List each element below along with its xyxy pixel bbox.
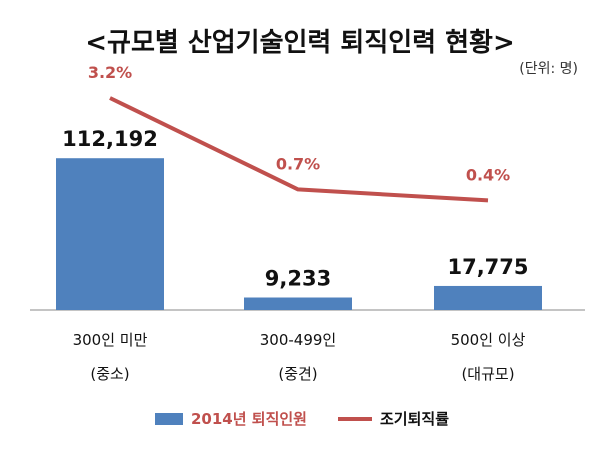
category-sublabel-1: (중소) [90,365,129,383]
rate-label-1: 3.2% [88,63,132,82]
bar-3 [434,285,542,310]
legend-line-swatch [338,416,372,421]
legend-line-label: 조기퇴직률 [380,410,450,428]
bar-1 [56,158,164,310]
category-sublabel-2: (중견) [278,365,317,383]
legend-bar-label: 2014년 퇴직인원 [191,410,307,428]
category-label-2: 300-499인 [260,331,336,349]
rate-label-2: 0.7% [276,154,320,173]
category-label-3: 500인 이상 [451,331,526,349]
bar-2 [244,297,352,310]
bar-value-label-2: 9,233 [265,267,331,291]
rate-label-3: 0.4% [466,165,510,184]
bar-value-label-1: 112,192 [62,127,158,151]
chart-title: <규모별 산업기술인력 퇴직인력 현황> [85,28,515,58]
legend-bar-swatch [155,412,183,425]
category-label-1: 300인 미만 [73,331,148,349]
unit-label: (단위: 명) [519,61,578,77]
legend-item-bar: 2014년 퇴직인원 [155,408,307,429]
category-sublabel-3: (대규모) [461,365,514,383]
legend-item-line: 조기퇴직률 [338,408,449,429]
rate-line [109,96,489,203]
bar-value-label-3: 17,775 [447,255,528,279]
